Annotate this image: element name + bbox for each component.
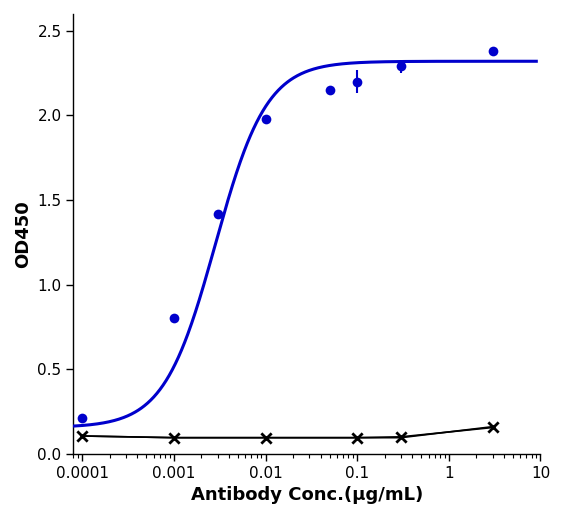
Point (396, 433, 406, 441)
Point (261, 434, 270, 442)
Point (488, 423, 497, 431)
X-axis label: Antibody Conc.(μg/mL): Antibody Conc.(μg/mL) (191, 486, 423, 504)
Point (352, 434, 362, 442)
Y-axis label: OD450: OD450 (14, 200, 32, 268)
Point (78, 432, 87, 440)
Point (169, 434, 178, 442)
